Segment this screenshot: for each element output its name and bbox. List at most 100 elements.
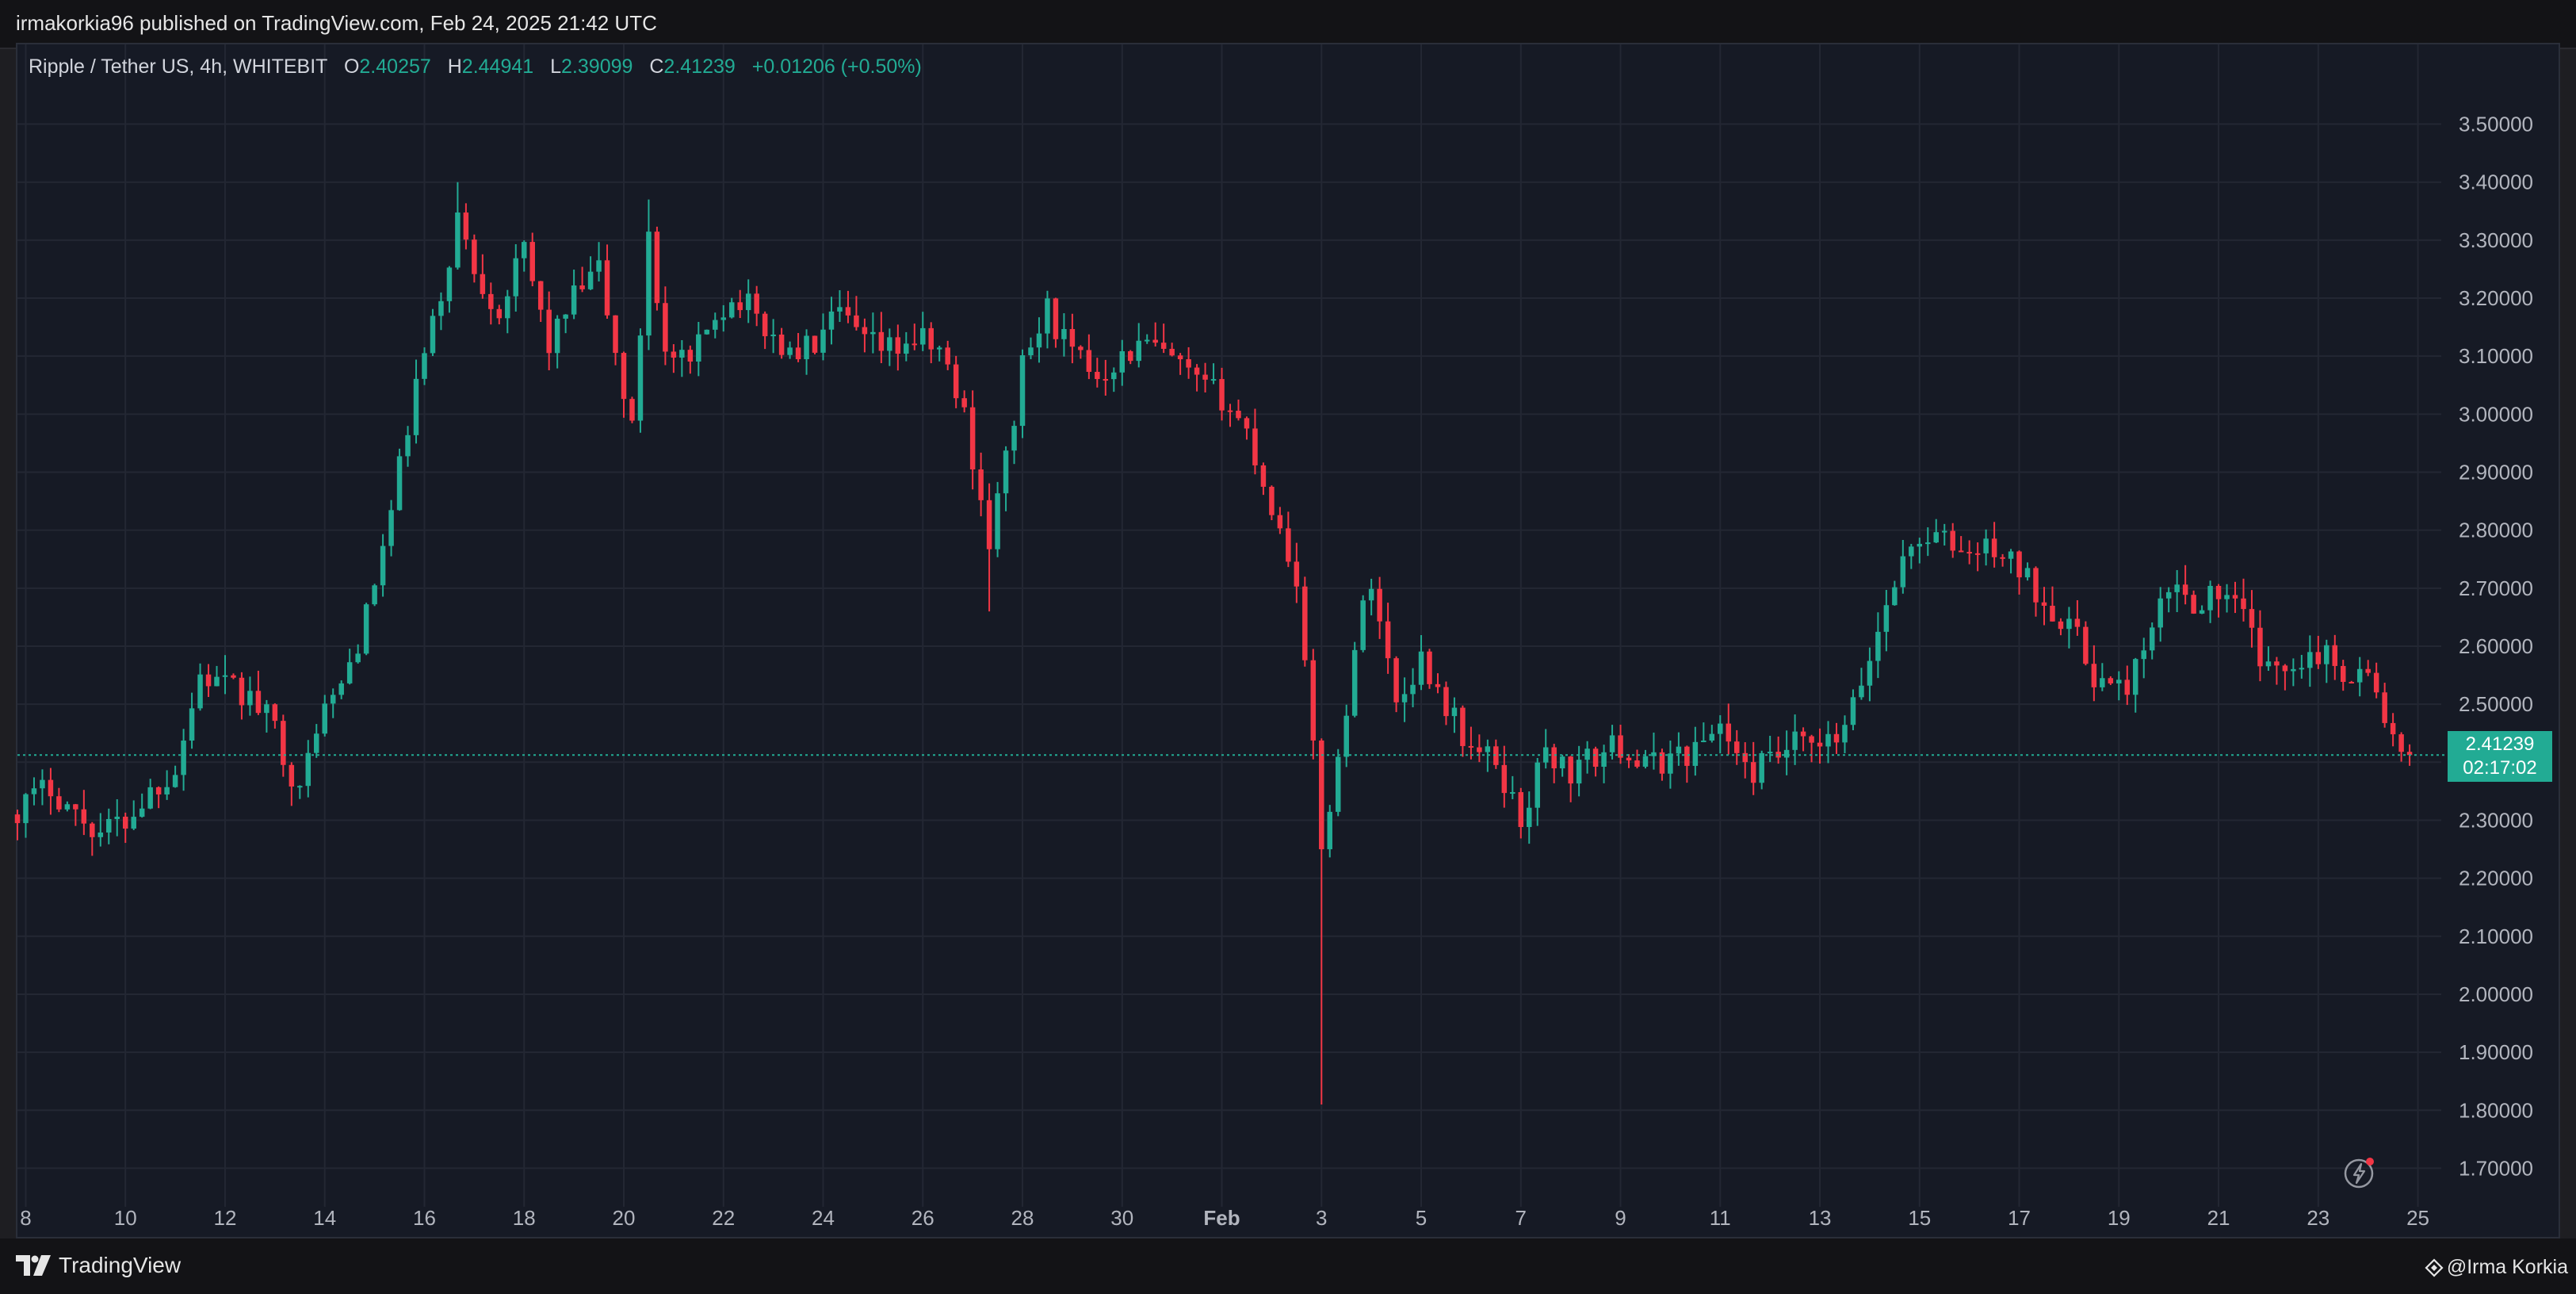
legend-high: 2.44941: [461, 56, 534, 78]
price-tick-label: 2.00000: [2459, 982, 2533, 1006]
candle-body: [637, 335, 644, 421]
date-tick-label: 24: [812, 1206, 835, 1230]
legend-low-label: L: [550, 56, 562, 78]
date-tick-label: 17: [2008, 1206, 2031, 1230]
date-tick-label: 5: [1416, 1206, 1427, 1230]
price-tick-label: 3.50000: [2459, 113, 2533, 136]
candle-body: [554, 318, 560, 354]
candle-body: [1759, 752, 1764, 783]
candle-body: [172, 775, 178, 787]
candle-body: [2215, 585, 2222, 599]
candle-body: [405, 435, 411, 457]
candle-body: [1393, 658, 1399, 703]
candle-body: [455, 212, 461, 268]
candle-body: [1019, 355, 1026, 427]
candle-body: [505, 296, 510, 319]
candle-body: [2265, 661, 2272, 667]
candle-body: [31, 788, 37, 794]
candle-body: [122, 817, 128, 829]
candle-body: [1684, 746, 1690, 766]
current-price-value: 2.41239: [2465, 733, 2535, 755]
chart-legend: Ripple / Tether US, 4h, WHITEBIT O2.4025…: [29, 56, 922, 78]
candle-body: [969, 407, 976, 470]
candle-body: [1867, 660, 1873, 686]
candle-body: [1584, 748, 1590, 760]
candle-body: [496, 308, 503, 319]
candle-body: [696, 334, 701, 362]
candle-body: [2340, 665, 2346, 682]
legend-symbol[interactable]: Ripple / Tether US, 4h, WHITEBIT: [29, 56, 327, 78]
candle-body: [2000, 557, 2005, 559]
candle-body: [214, 676, 220, 687]
candle-body: [1493, 746, 1499, 765]
candle-body: [1609, 735, 1615, 752]
candle-body: [1618, 735, 1623, 758]
lightning-bolt-icon[interactable]: [2343, 1156, 2376, 1189]
candle-body: [1451, 707, 1458, 717]
candle-body: [596, 260, 602, 272]
candle-body: [571, 285, 577, 315]
candle-body: [1061, 328, 1067, 339]
candle-body: [1460, 707, 1466, 746]
candle-body: [704, 329, 710, 335]
candle-body: [139, 808, 145, 817]
candle-body: [1950, 530, 1955, 551]
candle-body: [2182, 584, 2188, 595]
candle-body: [106, 818, 112, 833]
candle-body: [1668, 753, 1673, 774]
date-tick-label: 25: [2406, 1206, 2429, 1230]
candle-body: [663, 303, 668, 352]
candle-body: [1219, 379, 1225, 411]
candle-body: [778, 334, 785, 355]
price-tick-label: 2.60000: [2459, 634, 2533, 658]
candle-body: [837, 307, 843, 312]
candle-body: [762, 313, 768, 337]
candle-body: [2382, 692, 2387, 723]
candle-body: [845, 307, 851, 316]
candle-body: [438, 301, 444, 316]
candle-body: [1177, 355, 1183, 360]
author-credit[interactable]: @Irma Korkia: [2425, 1256, 2568, 1279]
candle-body: [2091, 664, 2097, 687]
candle-body: [147, 787, 153, 809]
candle-body: [770, 334, 776, 337]
author-diamond-icon: [2425, 1258, 2444, 1277]
date-tick-label: 3: [1316, 1206, 1327, 1230]
candle-body: [446, 267, 453, 301]
candle-body: [1327, 811, 1333, 850]
candle-body: [1692, 741, 1699, 766]
candle-body: [1401, 694, 1408, 703]
candle-body: [1227, 410, 1233, 412]
candle-body: [1733, 741, 1740, 753]
candle-body: [2050, 605, 2055, 622]
candle-body: [1269, 486, 1275, 515]
date-tick-label: 22: [712, 1206, 735, 1230]
date-tick-label: 13: [1809, 1206, 1832, 1230]
date-tick-label: 12: [214, 1206, 237, 1230]
candle-body: [646, 232, 652, 336]
candle-body: [1626, 757, 1632, 761]
candle-body: [131, 817, 136, 829]
legend-open: 2.40257: [359, 56, 431, 78]
tradingview-brand: TradingView: [59, 1253, 182, 1277]
candle-body: [1883, 605, 1890, 632]
price-tick-label: 1.70000: [2459, 1156, 2533, 1180]
candle-body: [1559, 756, 1565, 769]
candle-body: [737, 302, 743, 311]
candle-body: [1535, 762, 1540, 808]
candle-body: [1783, 749, 1790, 758]
candle-body: [1742, 752, 1748, 763]
candle-body: [1501, 764, 1508, 794]
candle-body: [64, 804, 71, 810]
candle-body: [1601, 752, 1607, 768]
candle-body: [2157, 598, 2163, 628]
candle-body: [1825, 733, 1831, 747]
candle-body: [1892, 587, 1898, 606]
candle-body: [305, 752, 311, 787]
chart-frame[interactable]: [16, 43, 2560, 1238]
tradingview-logo[interactable]: TradingView: [16, 1253, 181, 1278]
candle-body: [2066, 618, 2072, 630]
candle-body: [804, 335, 809, 360]
candle-body: [355, 653, 361, 663]
